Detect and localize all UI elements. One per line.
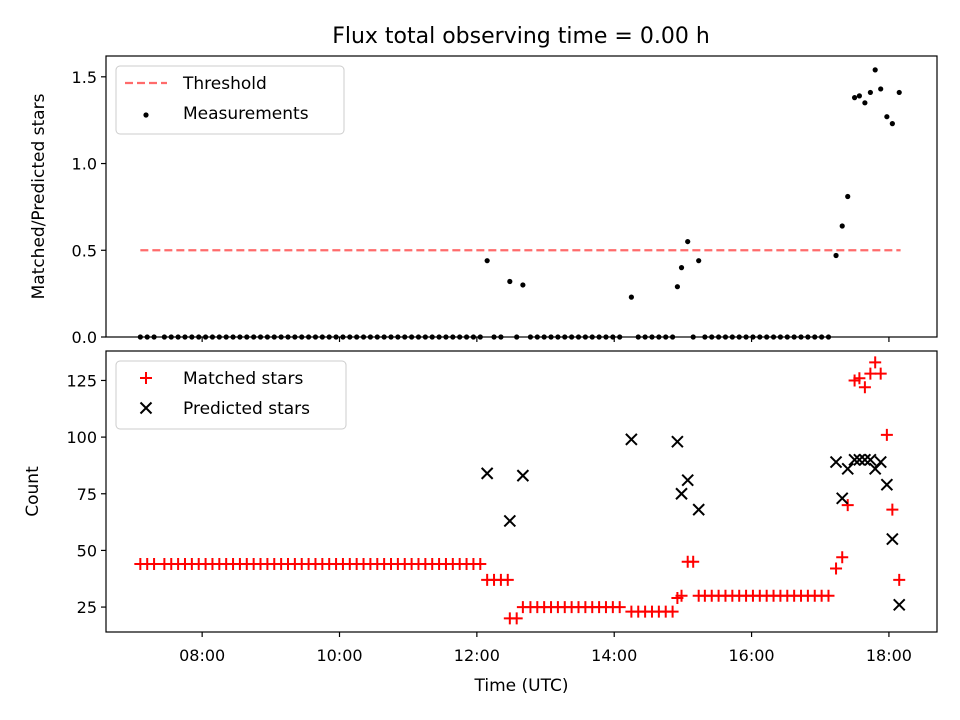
predicted-star-point [625,433,638,446]
y-tick-label: 50 [77,541,97,560]
y-tick-label: 100 [66,428,97,447]
predicted-star-point [503,514,517,528]
legend-swatch-matched [140,372,152,384]
bottom-panel: 25 50 75 100 125 08:00 10:00 12:00 14:00 16:00 18:… [23,350,938,696]
legend-label: Matched stars [183,369,303,389]
matched-star-point [666,605,679,618]
matched-star-point [687,555,700,568]
x-tick-label: 16:00 [729,646,775,665]
y-tick-label: 1.0 [72,155,97,174]
predicted-star-point [858,453,872,466]
matched-star-point [869,356,882,369]
predicted-star-point [516,469,530,482]
matched-star-point [474,558,487,571]
matched-star-point [841,499,854,512]
legend-swatch-measurement [143,112,149,118]
legend-box [115,360,347,430]
predicted-star-point [886,532,899,546]
predicted-star-point [864,453,877,466]
predicted-star-point [829,455,843,469]
y-tick-label: 75 [77,485,97,504]
legend-label: Threshold [182,74,267,94]
predicted-star-point [836,492,849,505]
measurement-point [856,93,862,99]
y-tick-label: 0.5 [72,241,97,260]
y-tick-label: 1.5 [72,68,97,87]
y-axis-label: Count [23,466,43,517]
matched-star-point [886,503,899,516]
measurement-point [884,114,890,120]
matched-star-point [675,589,688,602]
matched-star-point [830,562,843,575]
x-tick-label: 14:00 [591,646,637,665]
matched-star-point [836,551,849,564]
matched-star-point [893,573,906,586]
axes-frame [105,350,938,633]
axes-frame [105,55,938,338]
predicted-star-point [480,467,494,480]
legend-swatch-predicted [139,401,153,415]
x-axis-label: Time (UTC) [474,676,569,696]
measurement-point [685,238,691,245]
measurement-point [896,89,902,96]
y-tick-label: 0.0 [72,328,97,347]
predicted-star-point [841,462,854,476]
measurement-point [862,100,868,106]
matched-star-point [148,558,161,571]
top-panel: 0.0 0.5 1.0 1.5 Matched/Predicted stars Thres… [29,55,938,347]
predicted-star-point [671,435,684,448]
predicted-star-point [675,487,688,500]
legend: Matched stars Predicted stars [115,360,347,430]
measurement-point [520,282,526,288]
matched-star-point [853,372,866,385]
y-tick-label: 25 [77,598,97,617]
matched-star-point [822,589,835,602]
measurement-point [845,193,851,200]
measurement-point [507,278,513,285]
measurement-point [696,258,702,264]
legend-label: Predicted stars [183,399,310,419]
matched-star-point [613,601,626,614]
measurement-point [674,284,680,290]
legend-label: Measurements [183,104,309,124]
x-tick-label: 18:00 [866,646,912,665]
measurement-point [839,223,845,229]
matched-star-point [501,573,514,586]
matched-star-point [864,367,877,380]
predicted-star-point [681,473,694,487]
predicted-star-point [848,453,861,466]
x-tick-label: 12:00 [454,646,500,665]
measurement-point [628,294,634,300]
legend: Threshold Measurements [115,65,345,135]
measurement-point [851,95,858,101]
figure-title: Flux total observing time = 0.00 h [332,24,710,49]
measurement-point [678,265,685,271]
legend-box [115,65,345,135]
measurement-point [867,89,873,96]
measurement-point [889,121,895,127]
measurement-point [872,67,878,73]
y-axis-label: Matched/Predicted stars [29,93,49,299]
predicted-star-point [853,453,866,466]
predicted-star-point [692,503,705,516]
matched-star-point [880,428,893,441]
predicted-star-point [880,478,894,491]
x-tick-label: 10:00 [316,646,362,665]
matched-star-point [510,612,523,625]
matched-star-point [874,367,887,380]
predicted-star-point [893,598,906,612]
predicted-star-point [874,455,887,469]
y-tick-label: 125 [66,371,97,390]
matched-star-point [858,381,871,394]
measurement-point [833,252,839,259]
measurement-point [878,86,884,92]
x-tick-label: 08:00 [179,646,225,665]
measurement-point [484,258,490,264]
